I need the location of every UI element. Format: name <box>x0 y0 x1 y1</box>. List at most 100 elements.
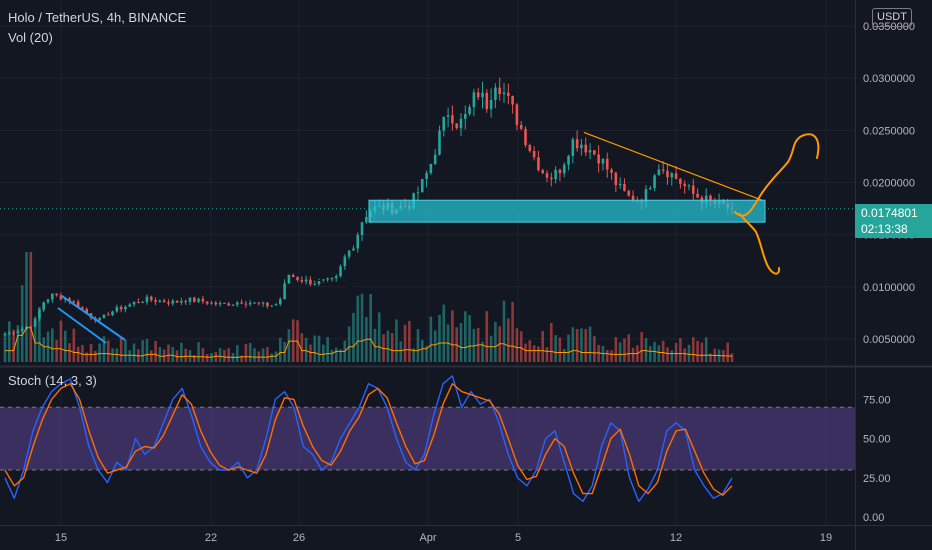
volume-bar <box>106 340 110 362</box>
volume-bar <box>532 345 536 362</box>
volume-bar <box>248 343 252 362</box>
candle-body <box>175 300 179 303</box>
candle-body <box>627 190 631 196</box>
volume-bar <box>373 328 377 362</box>
volume-bar <box>515 328 519 362</box>
volume-bar <box>20 285 24 362</box>
candle-body <box>481 92 484 98</box>
volume-bar <box>575 328 579 362</box>
volume-bar <box>287 329 291 362</box>
candle-body <box>494 87 497 100</box>
candle-body <box>137 301 140 303</box>
candle-body <box>279 299 282 305</box>
candle-body <box>541 170 545 174</box>
candle-body <box>459 118 463 129</box>
candle-body <box>76 301 80 308</box>
stoch-indicator-label[interactable]: Stoch (14, 3, 3) <box>8 373 97 388</box>
volume-bar <box>171 347 175 362</box>
volume-bar <box>347 326 351 362</box>
candle-body <box>145 296 149 302</box>
volume-bar <box>3 333 7 362</box>
volume-bar <box>571 327 575 362</box>
candle-body <box>580 144 583 149</box>
symbol-title[interactable]: Holo / TetherUS, 4h, BINANCE <box>8 10 187 25</box>
volume-bar <box>141 340 144 362</box>
volume-bar <box>704 337 708 362</box>
price-tick-label: 0.0250000 <box>863 125 915 137</box>
bullish-projection-drawing <box>734 133 820 217</box>
volume-bar <box>472 328 476 362</box>
volume-bar <box>679 338 682 362</box>
volume-bar <box>124 339 127 362</box>
volume-bar <box>386 330 390 362</box>
volume-bar <box>317 335 321 362</box>
candle-body <box>106 314 110 316</box>
volume-bar <box>451 310 454 362</box>
volume-bar <box>326 337 329 362</box>
candle-body <box>657 169 661 176</box>
stoch-k-line <box>4 375 733 503</box>
volume-bar <box>68 343 71 362</box>
volume-bar <box>683 348 686 362</box>
volume-bar <box>244 343 248 362</box>
candle-body <box>309 279 312 285</box>
candle-body <box>545 173 549 178</box>
candle-body <box>240 302 243 304</box>
volume-bar <box>197 342 200 362</box>
candle-body <box>330 278 334 280</box>
candle-body <box>468 107 471 115</box>
candle-body <box>102 314 106 319</box>
volume-bar <box>98 343 101 362</box>
candle-countdown: 02:13:38 <box>861 222 908 236</box>
descending-trendline <box>583 131 763 201</box>
currency-unit-button[interactable]: USDT <box>872 8 912 27</box>
candle-body <box>33 318 37 327</box>
time-tick-label: 22 <box>205 532 217 544</box>
volume-bar <box>420 339 424 362</box>
volume-bar <box>653 341 656 362</box>
volume-bar <box>240 355 243 362</box>
time-tick-label: 5 <box>515 532 521 544</box>
volume-bar <box>593 336 596 362</box>
stoch-tick-label: 25.00 <box>863 473 891 485</box>
volume-bar <box>119 337 123 362</box>
candle-body <box>124 306 127 310</box>
candle-body <box>171 300 175 304</box>
candle-body <box>416 192 420 194</box>
candle-body <box>339 266 342 277</box>
candle-body <box>709 195 712 201</box>
candle-body <box>554 169 557 180</box>
candle-body <box>128 304 132 307</box>
candle-body <box>313 283 317 285</box>
volume-bar <box>648 346 652 362</box>
volume-bar <box>89 343 93 362</box>
volume-bar <box>25 252 28 362</box>
volume-bar <box>537 346 540 362</box>
candle-body <box>618 183 622 186</box>
volume-bar <box>644 338 648 362</box>
volume-bar <box>511 301 514 362</box>
candle-body <box>528 145 532 152</box>
candle-body <box>360 222 364 235</box>
volume-bar <box>614 336 618 362</box>
volume-bar <box>730 353 734 362</box>
candle-body <box>283 283 286 300</box>
candle-body <box>218 302 222 305</box>
volume-bar <box>192 354 196 362</box>
time-tick-label: Apr <box>419 532 436 544</box>
candle-body <box>210 302 213 304</box>
candle-body <box>248 302 252 305</box>
stoch-tick-label: 75.00 <box>863 394 891 406</box>
volume-bar <box>42 337 46 362</box>
volume-bar <box>442 304 446 362</box>
time-tick-label: 12 <box>670 532 682 544</box>
candle-body <box>111 311 114 316</box>
candle-body <box>511 95 514 105</box>
volume-ma-line <box>5 327 733 358</box>
volume-indicator-label[interactable]: Vol (20) <box>8 30 53 45</box>
volume-bar <box>425 345 428 362</box>
candle-body <box>291 274 295 277</box>
volume-bar <box>390 333 394 362</box>
volume-bar <box>463 311 467 362</box>
